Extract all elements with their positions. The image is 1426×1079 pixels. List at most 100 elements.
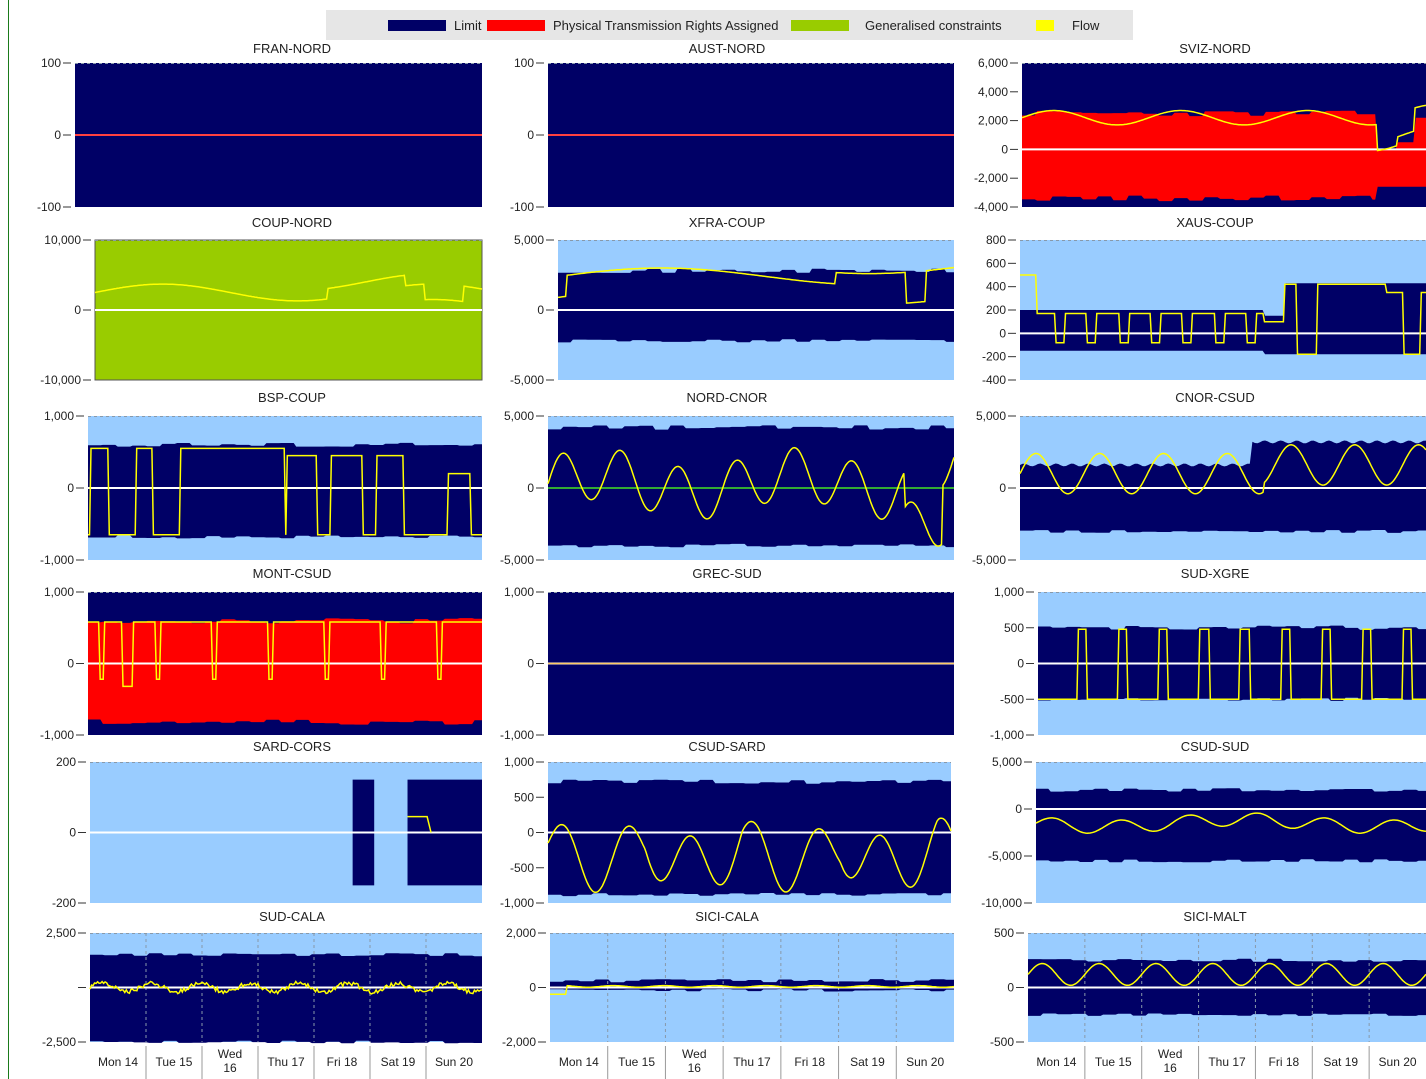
x-tick-label: Thu 17: [267, 1055, 305, 1069]
flow-series-line: [547, 446, 955, 547]
flow-series-line: [89, 980, 483, 996]
y-tick-label: 0: [527, 481, 534, 495]
panel-title: BSP-COUP: [258, 390, 326, 405]
y-tick-label: -2,000: [502, 1035, 536, 1049]
y-tick-label: 0: [54, 128, 61, 142]
panel-title: SICI-CALA: [695, 909, 759, 924]
ptr-band: [88, 618, 482, 725]
x-tick-label: 16: [688, 1061, 702, 1075]
panel-nord-cnor: NORD-CNOR 5,000 0 -5,000: [500, 390, 955, 567]
y-tick-label: -5,000: [988, 849, 1022, 863]
flow-series-line: [94, 274, 483, 303]
y-tick-label: 1,000: [44, 409, 74, 423]
x-tick-label: Sun 20: [1379, 1055, 1417, 1069]
panel-title: XAUS-COUP: [1176, 215, 1253, 230]
panel-mont-csud: MONT-CSUD 1,000 0 -1,000: [40, 566, 482, 742]
x-tick-label: Sat 19: [1323, 1055, 1358, 1069]
y-tick-label: -500: [510, 861, 534, 875]
y-tick-label: 0: [1017, 657, 1024, 671]
x-tick-label: Thu 17: [733, 1055, 771, 1069]
x-tick-label: Mon 14: [1036, 1055, 1076, 1069]
y-tick-label: -1,000: [500, 728, 534, 742]
legend-label-generalised: Generalised constraints: [865, 17, 1002, 33]
ptr-band: [1022, 110, 1426, 202]
y-tick-label: -10,000: [981, 896, 1022, 910]
y-tick-label: -10,000: [40, 373, 81, 387]
y-tick-label: -1,000: [990, 728, 1024, 742]
x-tick-label: Fri 18: [794, 1055, 825, 1069]
y-tick-label: 5,000: [504, 409, 534, 423]
y-tick-label: -5,000: [972, 553, 1006, 567]
panel-title: SICI-MALT: [1183, 909, 1246, 924]
flow-series-line: [88, 621, 482, 688]
panel-xfra-coup: XFRA-COUP 5,000 0 -5,000: [510, 215, 955, 387]
panel-xaus-coup: XAUS-COUP 800 600 400 200 0 -200 -400: [982, 215, 1426, 387]
y-tick-label: -100: [510, 200, 534, 214]
x-tick-label: Tue 15: [1095, 1055, 1132, 1069]
y-tick-label: 6,000: [978, 56, 1008, 70]
flow-series-line: [1027, 962, 1426, 987]
y-tick-label: 500: [994, 926, 1014, 940]
y-tick-label: -2,000: [974, 171, 1008, 185]
legend-label-flow: Flow: [1072, 17, 1100, 33]
y-tick-label: -4,000: [974, 200, 1008, 214]
x-tick-label: Wed: [218, 1047, 242, 1061]
y-tick-label: -400: [982, 373, 1006, 387]
y-tick-label: 200: [56, 755, 76, 769]
y-tick-label: 0: [1015, 802, 1022, 816]
y-tick-label: 1,000: [504, 755, 534, 769]
y-tick-label: -200: [52, 896, 76, 910]
y-tick-label: -100: [37, 200, 61, 214]
legend-swatch-limit: [388, 19, 446, 31]
y-tick-label: -5,000: [500, 553, 534, 567]
limit-band: [90, 953, 482, 1044]
limit-band: [548, 425, 954, 548]
x-tick-label: Sat 19: [850, 1055, 885, 1069]
x-tick-label: Sat 19: [381, 1055, 416, 1069]
y-tick-label: 2,500: [46, 926, 76, 940]
panel-grec-sud: GREC-SUD 1,000 0 -1,000: [500, 566, 954, 742]
y-tick-label: 0: [1007, 981, 1014, 995]
panel-title: NORD-CNOR: [687, 390, 768, 405]
x-tick-label: Thu 17: [1208, 1055, 1246, 1069]
panel-title: SVIZ-NORD: [1179, 41, 1251, 56]
panel-aust-nord: AUST-NORD 100 0 -100: [510, 41, 954, 214]
flow-series-line: [547, 817, 952, 894]
panel-bsp-coup: BSP-COUP 1,000 0 -1,000: [40, 390, 482, 567]
y-tick-label: 0: [74, 303, 81, 317]
x-tick-label: Wed: [682, 1047, 706, 1061]
y-tick-label: 0: [67, 657, 74, 671]
x-tick-label: Tue 15: [156, 1055, 193, 1069]
panel-title: COUP-NORD: [252, 215, 332, 230]
flow-series-line: [1035, 812, 1426, 834]
flow-series-line: [1019, 444, 1426, 495]
panel-title: SUD-CALA: [259, 909, 325, 924]
panel-title: XFRA-COUP: [689, 215, 766, 230]
panel-csud-sard: CSUD-SARD 1,000 500 0 -500 -1,000: [500, 739, 952, 910]
y-tick-label: 500: [514, 790, 534, 804]
legend-item-ptr: Physical Transmission Rights Assigned: [487, 10, 778, 40]
y-tick-label: 1,000: [44, 585, 74, 599]
y-tick-label: 100: [514, 56, 534, 70]
y-tick-label: -1,000: [40, 553, 74, 567]
panel-csud-sud: CSUD-SUD 5,000 0 -5,000 -10,000: [981, 739, 1426, 910]
y-tick-label: 0: [527, 826, 534, 840]
y-tick-label: 800: [986, 233, 1006, 247]
x-tick-label: 16: [223, 1061, 237, 1075]
flow-series-line: [1020, 274, 1426, 356]
y-tick-label: -1,000: [500, 896, 534, 910]
legend: Limit Physical Transmission Rights Assig…: [326, 10, 1133, 40]
flow-series-line: [88, 447, 482, 536]
panel-coup-nord: COUP-NORD 10,000 0 -10,000: [40, 215, 483, 387]
panel-title: AUST-NORD: [689, 41, 766, 56]
panel-sud-xgre: SUD-XGRE 1,000 500 0 -500 -1,000: [990, 566, 1426, 742]
panel-sard-cors: SARD-CORS 200 0 -200: [52, 739, 482, 910]
panel-title: MONT-CSUD: [253, 566, 332, 581]
y-tick-label: 1,000: [994, 585, 1024, 599]
y-tick-label: 0: [999, 481, 1006, 495]
panel-title: SARD-CORS: [253, 739, 331, 754]
